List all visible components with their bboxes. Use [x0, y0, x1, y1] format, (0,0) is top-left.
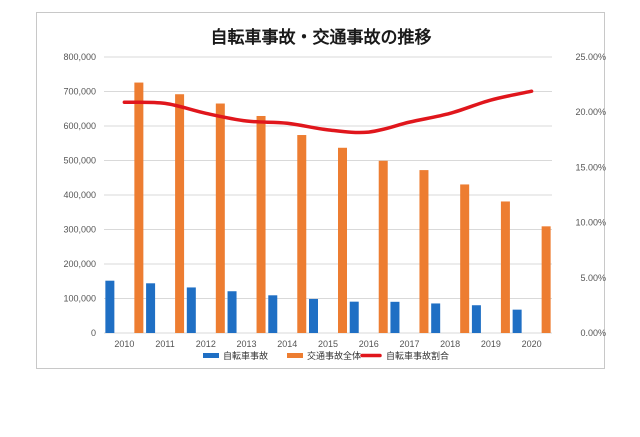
ratio-line-group: [122, 89, 534, 135]
bicycle-accident-bar: [227, 291, 237, 333]
x-tick-label: 2010: [114, 339, 134, 349]
bicycle-accident-bar: [309, 298, 318, 333]
left-axis-ticks: 0 100,000 200,000 300,000 400,000 500,000 600,…: [63, 52, 96, 338]
total-accident-bar: [338, 147, 347, 333]
total-accident-bar: [460, 184, 470, 333]
chart-title: 自転車事故・交通事故の推移: [211, 27, 432, 48]
legend-bicycle-label: 自転車事故: [223, 350, 268, 362]
x-tick-label: 2018: [440, 339, 460, 349]
x-tick-label: 2019: [481, 339, 501, 349]
bicycle-accident-bar: [268, 295, 278, 333]
x-tick-label: 2020: [522, 339, 542, 349]
x-tick-label: 2016: [359, 339, 379, 349]
bicycle-accident-bar: [105, 280, 115, 333]
bicycle-accident-bar: [349, 301, 359, 333]
x-tick-label: 2013: [237, 339, 257, 349]
left-tick-label: 100,000: [63, 294, 96, 304]
x-tick-label: 2015: [318, 339, 338, 349]
legend-total-label: 交通事故全体: [307, 350, 361, 362]
total-accident-bar: [175, 94, 185, 333]
x-axis-ticks: 2010 2011 2012 2013 2014 2015 2016 2017 2018 2019…: [114, 339, 541, 349]
left-tick-label: 400,000: [63, 190, 96, 200]
total-accident-bar: [419, 170, 429, 333]
bicycle-accident-bar: [390, 301, 400, 333]
x-tick-label: 2012: [196, 339, 216, 349]
left-tick-label: 300,000: [63, 225, 96, 235]
total-accident-bar: [134, 82, 144, 334]
bicycle-accident-bar: [512, 309, 522, 333]
bicycle-accident-bar: [471, 305, 481, 333]
right-axis-ticks: 0.00% 5.00% 10.00% 15.00% 20.00% 25.00%: [575, 52, 606, 338]
bicycle-accident-bar: [186, 287, 196, 333]
left-tick-label: 600,000: [63, 121, 96, 131]
total-accident-bar: [297, 135, 307, 333]
left-tick-label: 800,000: [63, 52, 96, 62]
total-accident-bar: [215, 103, 225, 333]
right-tick-label: 25.00%: [575, 52, 606, 62]
bar-group: [105, 82, 551, 334]
total-accident-bar: [541, 226, 551, 333]
legend-ratio-label: 自転車事故割合: [386, 350, 449, 362]
legend-total-swatch: [287, 353, 303, 358]
x-tick-label: 2017: [399, 339, 419, 349]
total-accident-bar: [500, 201, 510, 333]
legend-bicycle-swatch: [203, 353, 219, 358]
chart-svg: 自転車事故・交通事故の推移 0 100,000 200,000 300,000 400,…: [63, 27, 606, 362]
left-tick-label: 0: [91, 328, 96, 338]
total-accident-bar: [378, 160, 388, 333]
bicycle-accident-bar: [431, 303, 441, 333]
gridlines: [104, 56, 552, 334]
right-tick-label: 20.00%: [575, 107, 606, 117]
left-tick-label: 700,000: [63, 87, 96, 97]
bicycle-accident-bar: [146, 283, 156, 333]
legend: 自転車事故 交通事故全体 自転車事故割合: [203, 350, 449, 362]
x-tick-label: 2011: [155, 339, 174, 349]
right-tick-label: 5.00%: [580, 273, 606, 283]
right-tick-label: 10.00%: [575, 218, 606, 228]
chart-frame: 自転車事故・交通事故の推移 0 100,000 200,000 300,000 400,…: [36, 12, 606, 369]
right-tick-label: 15.00%: [575, 162, 606, 172]
left-tick-label: 200,000: [63, 259, 96, 269]
ratio-line: [122, 89, 534, 135]
total-accident-bar: [256, 115, 266, 333]
right-tick-label: 0.00%: [580, 328, 606, 338]
x-tick-label: 2014: [277, 339, 297, 349]
left-tick-label: 500,000: [63, 156, 96, 166]
